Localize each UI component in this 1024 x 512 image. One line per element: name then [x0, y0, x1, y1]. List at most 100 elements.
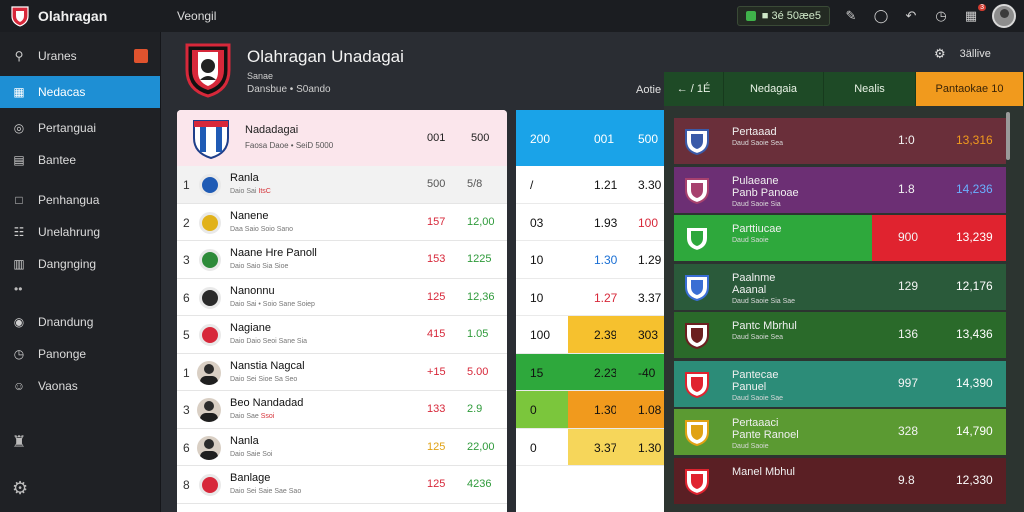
- odds-cell[interactable]: -40: [638, 365, 656, 380]
- fixture-odds[interactable]: 1:0: [898, 133, 915, 147]
- fixture-row[interactable]: Paalnme Aaanal Daud Saoie Sia Sae 129 12,176: [674, 263, 1006, 310]
- fixture-row[interactable]: Pertaaad Daud Saoie Sea 1:0 13,316: [674, 118, 1006, 164]
- table-row[interactable]: 1 Nanstia Nagcal Daio Sei Sioe Sa Seo +15 5.…: [177, 354, 507, 391]
- rank: 2: [183, 215, 190, 230]
- fixture-total[interactable]: 12,176: [956, 278, 993, 293]
- fixture-meta: Daud Saoie Sea: [732, 334, 783, 341]
- odds-cell[interactable]: 3.37: [594, 440, 618, 455]
- fixture-total[interactable]: 12,330: [956, 472, 993, 487]
- odds-cell[interactable]: 100: [638, 215, 659, 230]
- table-row[interactable]: 5 Nagiane Daio Daio Seoi Sane Sia 415 1.05: [177, 316, 507, 354]
- sidebar-item-uranes[interactable]: ⚲ Uranes: [0, 40, 160, 72]
- odds-cell[interactable]: 10: [530, 290, 544, 305]
- player-avatar: [197, 360, 221, 385]
- team-meta-text: Daio Saio Sia Sioe: [230, 263, 289, 270]
- header-label[interactable]: 3ällive: [959, 48, 991, 60]
- fixture-odds[interactable]: 997: [898, 375, 919, 390]
- brand[interactable]: Olahragan: [0, 0, 161, 32]
- table-row[interactable]: 8 Banlage Daio Sei Saie Sae Sao 125 4236: [177, 466, 507, 504]
- sidebar-item-dnandung[interactable]: ◉ Dnandung: [0, 306, 160, 338]
- odds-header-cell[interactable]: 001: [594, 132, 615, 146]
- odds-cell[interactable]: 0: [530, 403, 537, 417]
- tab-0[interactable]: ← / 1É: [664, 72, 724, 106]
- odds-header-cell[interactable]: 500: [638, 132, 659, 146]
- status-pill[interactable]: ■ 3é 50æe5: [736, 6, 830, 26]
- team-meta: Daio Sai ItsC: [230, 188, 271, 195]
- fixture-row[interactable]: Pulaeane Panb Panoae Daud Saoie Sia 1.8 14,2…: [674, 166, 1006, 213]
- odds-cell[interactable]: 1.27: [594, 290, 618, 305]
- odds-cell[interactable]: 3.30: [638, 178, 662, 192]
- sidebar-item-penhangua[interactable]: □ Penhangua: [0, 184, 160, 216]
- odds-cell[interactable]: 1.93: [594, 215, 618, 230]
- fixture-row[interactable]: Pantc Mbrhul Daud Saoie Sea 136 13,436: [674, 312, 1006, 358]
- sidebar-item-bantee[interactable]: ▤ Bantee: [0, 144, 160, 176]
- column-header[interactable]: 500: [471, 132, 490, 144]
- table-row[interactable]: 1 Ranla Daio Sai ItsC 500 5/8: [177, 166, 507, 204]
- gear-icon[interactable]: ⚙: [12, 478, 29, 498]
- sidebar-item-label: Nedacas: [38, 85, 86, 99]
- sidebar-item-vaonas[interactable]: ☺ Vaonas: [0, 370, 160, 402]
- table-row[interactable]: 3 Beo Nandadad Daio Sae Ssoi 133 2.9: [177, 391, 507, 429]
- fixture-row[interactable]: Pantecae Panuel Daud Saoie Sae 997 14,390: [674, 360, 1006, 407]
- odds-header-cell[interactable]: 200: [530, 132, 551, 146]
- fixture-odds[interactable]: 129: [898, 278, 919, 293]
- odds-cell[interactable]: 2.39: [594, 328, 618, 342]
- tab-1[interactable]: Nedagaia: [724, 72, 824, 106]
- odds-cell[interactable]: 03: [530, 215, 544, 230]
- odds-cell[interactable]: 1.30: [594, 403, 618, 417]
- fixture-total[interactable]: 14,236: [956, 181, 993, 196]
- odds-cell[interactable]: 3.37: [638, 290, 662, 305]
- clock-icon[interactable]: ◷: [935, 8, 947, 23]
- sidebar-item-pertanguai[interactable]: ◎ Pertanguai: [0, 112, 160, 144]
- table-row[interactable]: 3 Naane Hre Panoll Daio Saio Sia Sioe 153 12…: [177, 241, 507, 279]
- sidebar-item-unelahrung[interactable]: ☷ Unelahrung: [0, 216, 160, 248]
- table-row[interactable]: 6 Nanla Daio Saie Soi 125 22,00: [177, 429, 507, 466]
- odds-cell[interactable]: 1.30: [594, 253, 618, 267]
- fixture-total[interactable]: 13,239: [956, 230, 993, 244]
- fixture-odds[interactable]: 1.8: [898, 181, 915, 196]
- fixture-total[interactable]: 14,790: [956, 424, 993, 438]
- tab-3[interactable]: Pantaokae 10: [916, 72, 1024, 106]
- odds-cell[interactable]: 1.08: [638, 403, 662, 417]
- odds-cell[interactable]: 2.23: [594, 365, 618, 380]
- fixture-row[interactable]: Parttiucae Daud Saoie 900 13,239: [674, 215, 1006, 261]
- settings-icon[interactable]: ⚙: [934, 46, 946, 61]
- sidebar-more-icon[interactable]: ••: [14, 282, 23, 296]
- fixture-row[interactable]: Pertaaaci Pante Ranoel Daud Saoie 328 14,790: [674, 409, 1006, 455]
- odds-cell-bg: [568, 391, 616, 428]
- shield-icon[interactable]: ◯: [873, 8, 889, 23]
- avatar[interactable]: [992, 4, 1016, 28]
- apps-icon[interactable]: ▦ 3: [964, 4, 986, 23]
- odds-cell[interactable]: 10: [530, 253, 544, 267]
- notification-icon[interactable]: ✎: [845, 8, 857, 23]
- fixture-total[interactable]: 13,316: [956, 133, 993, 147]
- fixture-odds[interactable]: 136: [898, 327, 919, 341]
- fixture-total[interactable]: 13,436: [956, 327, 993, 341]
- fixture-odds[interactable]: 328: [898, 424, 919, 438]
- odds-cell[interactable]: 1.29: [638, 253, 662, 267]
- tab-2[interactable]: Nealis: [824, 72, 916, 106]
- odds-cell[interactable]: 15: [530, 365, 544, 380]
- alert-badge-icon[interactable]: [134, 49, 148, 63]
- highlight-segment: [872, 215, 1006, 261]
- fixture-total[interactable]: 14,390: [956, 375, 993, 390]
- column-header[interactable]: 001: [427, 132, 446, 144]
- sidebar-item-panonge[interactable]: ◷ Panonge: [0, 338, 160, 370]
- scrollbar[interactable]: [1006, 112, 1010, 160]
- stat-value: 2.9: [467, 403, 483, 415]
- table-row[interactable]: 6 Nanonnu Daio Sai • Soio Sane Soiep 125 12,…: [177, 279, 507, 316]
- fixture-odds[interactable]: 900: [898, 230, 919, 244]
- back-icon[interactable]: ↶: [905, 8, 917, 23]
- fixture-row[interactable]: Manel Mbhul 9.8 12,330: [674, 457, 1006, 504]
- sidebar-item-dangnging[interactable]: ▥ Dangnging: [0, 248, 160, 280]
- sidebar-item-nedacas[interactable]: ▦ Nedacas: [0, 76, 160, 108]
- odds-cell[interactable]: 303: [638, 328, 659, 342]
- fixture-odds[interactable]: 9.8: [898, 472, 915, 487]
- odds-cell[interactable]: 100: [530, 328, 551, 342]
- table-row[interactable]: 2 Nanene Daa Saio Soio Sano 157 12,00: [177, 204, 507, 241]
- odds-cell[interactable]: 1.21: [594, 178, 618, 192]
- trophy-icon[interactable]: ♜: [12, 434, 27, 451]
- odds-cell[interactable]: /: [530, 178, 534, 192]
- odds-cell[interactable]: 0: [530, 440, 537, 455]
- odds-cell[interactable]: 1.30: [638, 440, 662, 455]
